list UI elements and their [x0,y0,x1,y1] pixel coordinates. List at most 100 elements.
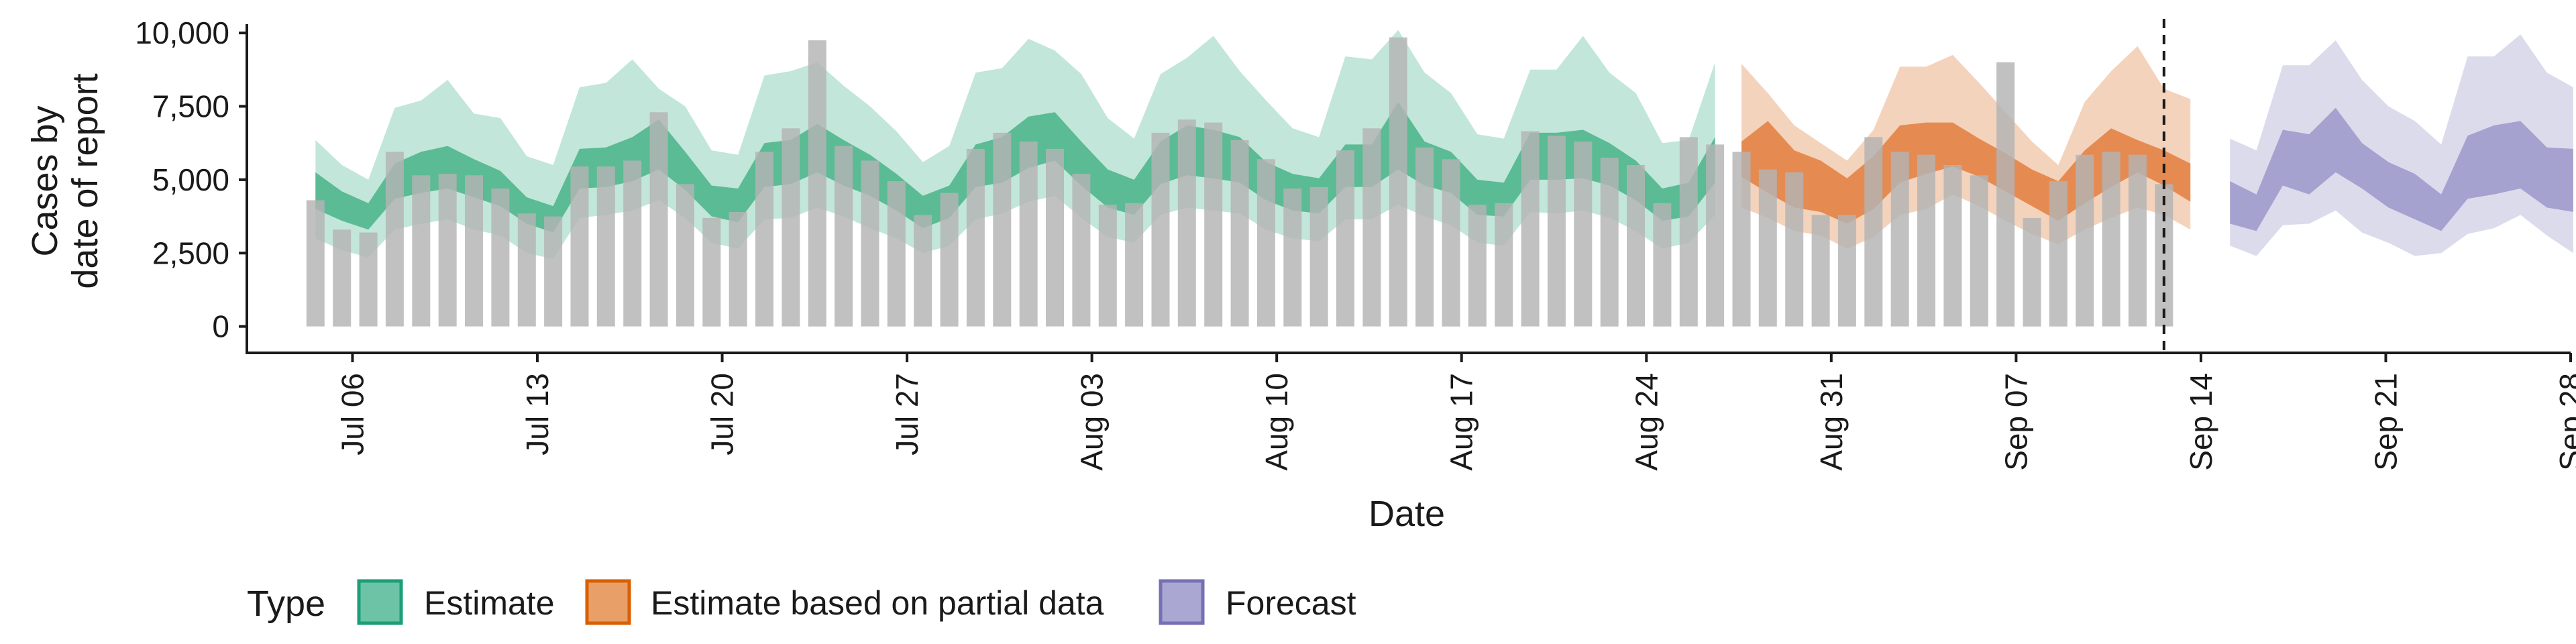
legend: Type Estimate Estimate based on partial … [247,579,1356,625]
x-tick-label: Jul 20 [705,373,740,455]
legend-swatch-estimate [357,579,403,625]
bar [1283,189,1302,327]
bar [2023,217,2041,327]
legend-label-forecast: Forecast [1226,584,1356,622]
y-axis-title-line-2: date of report [65,73,105,288]
x-tick-label: Sep 21 [2369,373,2404,471]
legend-swatch-forecast [1159,579,1205,625]
bar [1230,140,1249,327]
legend-label-estimate: Estimate [424,584,555,622]
bar [1495,203,1513,327]
bar [2128,154,2147,327]
bar [1521,131,1540,327]
x-tick-label: Aug 10 [1259,373,1294,471]
bar [782,128,800,327]
bar [359,232,378,327]
bar [1151,132,1170,327]
bar [1309,186,1328,327]
bar [1758,169,1777,327]
legend-item-estimate: Estimate [357,579,555,625]
x-tick-label: Jul 06 [335,373,370,455]
bar [1442,159,1460,327]
bar [385,152,404,327]
bar [1389,37,1407,327]
bar [1996,62,2015,327]
bar [649,112,668,327]
bar [1468,205,1487,327]
bar [1256,159,1275,327]
y-axis-title: Cases by date of report [25,73,105,288]
bar [1098,205,1117,327]
bar [1547,136,1566,327]
bar [1125,203,1144,327]
forecast-band-50 [2230,107,2573,231]
legend-title: Type [247,584,325,624]
bar [1072,174,1091,327]
x-axis-title: Date [1368,494,1445,534]
legend-item-forecast: Forecast [1159,579,1356,625]
bar [729,212,747,327]
bar [1204,122,1223,327]
bar [1706,144,1725,327]
x-tick-label: Sep 28 [2553,373,2576,471]
bar [1917,154,1935,327]
bar [623,160,642,327]
bar [544,216,563,327]
bar [412,175,431,327]
bar [1943,165,1962,327]
legend-swatch-partial-estimate [585,579,631,625]
bar [861,160,879,327]
bar [1336,150,1354,327]
bar [702,217,721,327]
bar [333,229,352,327]
bar [1046,148,1064,327]
bar [2102,152,2121,327]
bar [1362,128,1381,327]
bar [914,215,932,327]
y-tick-label: 10,000 [135,15,229,50]
bar [596,166,615,327]
y-tick-label: 5,000 [152,162,229,197]
series-forecast [2230,34,2573,256]
bar [570,166,589,327]
bar [755,152,773,327]
bar [2155,184,2174,327]
bar [808,40,826,327]
bar [1177,119,1196,327]
x-tick-label: Sep 07 [1998,373,2033,471]
x-tick-label: Aug 03 [1075,373,1110,471]
y-axis-title-line-1: Cases by [25,105,65,256]
bar [1732,152,1751,327]
bar [2049,181,2068,327]
y-tick-label: 2,500 [152,235,229,270]
bar [1837,215,1856,327]
bar [1600,158,1619,327]
x-tick-label: Aug 17 [1444,373,1479,471]
bar [887,181,906,327]
legend-item-partial-estimate: Estimate based on partial data [585,579,1104,625]
bar [1627,165,1645,327]
bar [676,184,694,327]
bar [1811,215,1830,327]
bar [1864,137,1883,327]
x-tick-label: Aug 24 [1629,373,1664,471]
legend-label-partial-estimate: Estimate based on partial data [651,584,1104,622]
bar [966,148,985,327]
x-axis-ticks: Jul 06 Jul 13 Jul 20 Jul 27 Aug 03 Aug 10 Aug … [335,353,2576,471]
bar [835,146,853,327]
bar [465,175,483,327]
x-tick-label: Jul 13 [520,373,555,455]
y-tick-label: 0 [212,309,229,344]
bar [1653,203,1672,327]
bar [940,193,959,327]
bar [993,132,1012,327]
reported-cases-bars [306,37,2174,327]
series-estimate-based-on-partial-data [1741,46,2191,249]
bar [491,189,510,327]
bar [1970,175,1988,327]
bar [306,200,325,327]
bar [1415,147,1434,327]
bar [1890,152,1909,327]
bar [517,213,536,327]
